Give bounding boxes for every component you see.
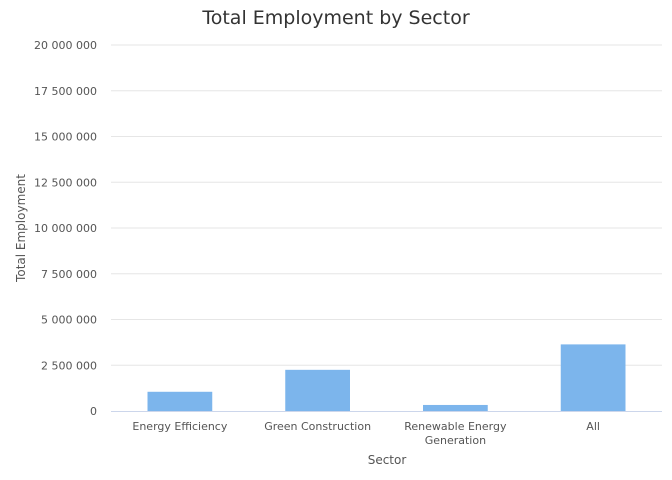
bar[interactable] [147, 391, 213, 411]
y-tick-label: 10 000 000 [34, 222, 97, 235]
x-tick-label: Renewable Energy Generation [404, 420, 507, 447]
x-tick-label: Green Construction [264, 420, 371, 433]
y-tick-label: 5 000 000 [41, 314, 97, 327]
grid-lines [111, 44, 662, 366]
y-tick-label: 7 500 000 [41, 268, 97, 281]
y-tick-label: 15 000 000 [34, 131, 97, 144]
y-tick-label: 20 000 000 [34, 39, 97, 52]
bars [147, 344, 626, 411]
bar[interactable] [423, 404, 488, 411]
x-tick-labels: Energy Efficiency Green Construction Renew… [132, 420, 600, 447]
y-axis-title: Total Employment [14, 174, 28, 283]
bar[interactable] [285, 369, 350, 411]
x-tick-label: All [586, 420, 600, 433]
bar[interactable] [560, 344, 626, 411]
chart-title: Total Employment by Sector [202, 7, 470, 29]
y-tick-label: 12 500 000 [34, 176, 97, 189]
y-tick-label: 0 [90, 405, 97, 418]
y-tick-labels: 0 2 500 000 5 000 000 7 500 000 10 000 000 12… [34, 39, 97, 418]
y-tick-label: 17 500 000 [34, 85, 97, 98]
x-axis-title: Sector [368, 453, 407, 467]
x-tick-label: Energy Efficiency [132, 420, 227, 433]
y-tick-label: 2 500 000 [41, 359, 97, 372]
